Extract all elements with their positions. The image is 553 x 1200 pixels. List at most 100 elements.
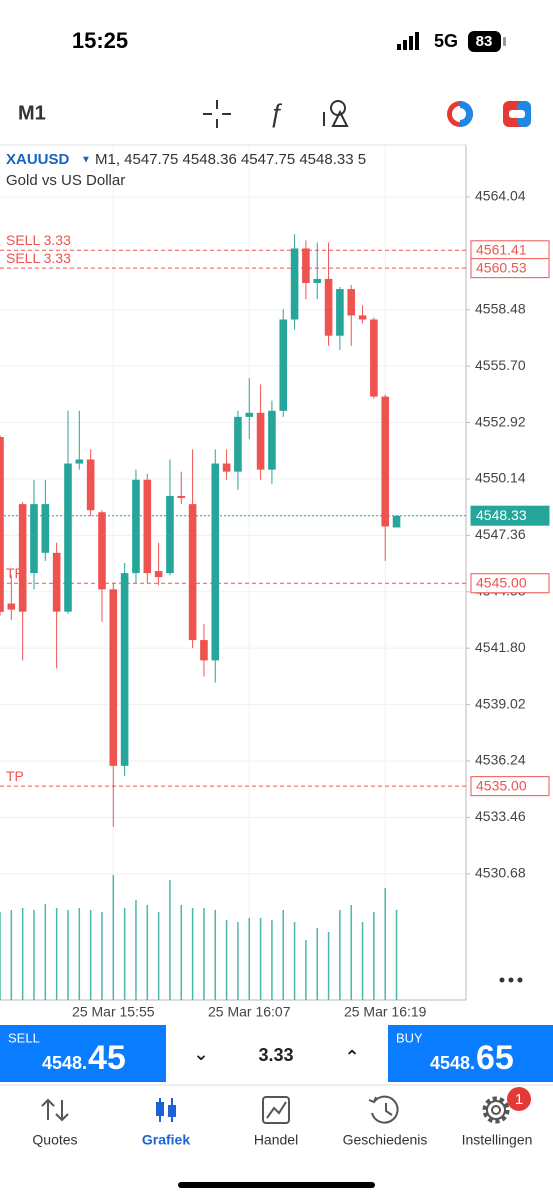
trade-tab-icon[interactable]	[262, 1096, 290, 1124]
status-network: 5G	[434, 31, 458, 51]
candle-body	[188, 504, 197, 641]
candle-body	[234, 416, 242, 472]
candle-body	[370, 319, 378, 397]
tab-label[interactable]: Geschiedenis	[343, 1132, 428, 1148]
chart-info: M1, 4547.75 4548.36 4547.75 4548.33 5	[95, 151, 366, 168]
candle-body	[336, 289, 344, 336]
candle-body	[211, 463, 220, 661]
candle-body	[245, 412, 254, 417]
timeframe[interactable]: M1	[18, 102, 46, 124]
signal-icon	[397, 32, 419, 50]
y-tick-label: 4564.04	[475, 188, 526, 204]
level-label-box	[470, 258, 550, 279]
battery-cap	[503, 37, 506, 46]
y-tick-label: 4547.36	[475, 526, 526, 542]
level-label-box	[470, 776, 550, 797]
sell-price-big: 45	[88, 1039, 126, 1077]
level-label: 4535.00	[476, 777, 527, 793]
y-tick-label: 4536.24	[475, 752, 526, 768]
chart-description: Gold vs US Dollar	[6, 172, 125, 189]
sell-label: SELL	[8, 1030, 40, 1045]
volume-value[interactable]: 3.33	[258, 1045, 293, 1065]
level-label: 4545.00	[476, 574, 527, 590]
tab-label[interactable]: Handel	[254, 1132, 298, 1148]
y-tick-label: 4533.46	[475, 808, 526, 824]
buy-label: BUY	[396, 1030, 423, 1045]
candle-body	[0, 436, 4, 612]
battery-level: 83	[476, 33, 493, 50]
candle-body	[18, 504, 27, 612]
tab-label[interactable]: Quotes	[32, 1132, 77, 1148]
level-tag: TP	[6, 768, 24, 784]
candle-body	[313, 278, 322, 283]
level-label: 4548.33	[476, 507, 527, 523]
level-tag: SELL 3.33	[6, 250, 71, 266]
level-label: 4561.41	[476, 242, 527, 258]
candle-body	[64, 463, 72, 612]
candle-body	[290, 248, 299, 320]
home-indicator	[178, 1182, 375, 1188]
candle-body	[132, 479, 140, 574]
candle-body	[30, 504, 38, 574]
chart-tab-icon[interactable]	[156, 1098, 176, 1122]
candle-body	[268, 410, 276, 470]
y-tick-label: 4541.80	[475, 639, 526, 655]
candle-body	[358, 315, 367, 320]
settings-badge: 1	[515, 1091, 523, 1108]
candle-body	[120, 573, 129, 766]
tab-label[interactable]: Grafiek	[142, 1132, 190, 1148]
candle-body	[200, 640, 208, 661]
candle-body	[154, 571, 163, 578]
candle-body	[347, 289, 356, 316]
y-tick-label: 4530.68	[475, 865, 526, 881]
sell-button[interactable]	[0, 1025, 166, 1082]
candle-body	[381, 396, 390, 527]
history-tab-icon[interactable]	[368, 1095, 399, 1124]
candle-body	[41, 504, 50, 553]
candle-body	[279, 319, 288, 411]
y-tick-label: 4539.02	[475, 695, 526, 711]
candle-body	[166, 496, 174, 574]
buy-price-small: 4548.	[430, 1053, 475, 1073]
volume-increase[interactable]: ⌃	[344, 1047, 359, 1067]
chart-symbol: XAUUSD	[6, 151, 70, 168]
settings-tab-icon[interactable]	[482, 1087, 531, 1124]
candle-body	[75, 459, 84, 464]
status-time: 15:25	[72, 28, 128, 53]
candle-body	[392, 515, 401, 528]
x-tick-label: 25 Mar 16:19	[344, 1004, 427, 1020]
sell-price-small: 4548.	[42, 1053, 87, 1073]
y-tick-label: 4550.14	[475, 470, 526, 486]
candle-body	[324, 278, 333, 336]
trade-icon[interactable]	[503, 101, 531, 127]
symbol-dropdown[interactable]: ▼	[81, 155, 91, 166]
objects-icon[interactable]	[323, 100, 349, 127]
y-tick-label: 4552.92	[475, 413, 526, 429]
quotes-icon[interactable]	[41, 1098, 69, 1122]
crosshair-icon[interactable]	[203, 100, 231, 128]
y-tick-label: 4555.70	[475, 357, 526, 373]
candle-body	[7, 603, 16, 610]
account-icon[interactable]	[447, 101, 473, 127]
indicators-icon[interactable]: ƒ	[269, 98, 283, 128]
y-tick-label: 4558.48	[475, 300, 526, 316]
level-tag: SELL 3.33	[6, 232, 71, 248]
x-tick-label: 25 Mar 16:07	[208, 1004, 291, 1020]
more-icon[interactable]	[499, 977, 523, 983]
candle-body	[256, 412, 265, 470]
candle-body	[109, 589, 118, 766]
candle-body	[302, 248, 310, 283]
buy-button[interactable]	[388, 1025, 553, 1082]
volume-decrease[interactable]: ⌄	[193, 1044, 208, 1064]
candle-body	[177, 496, 186, 499]
level-label-box	[470, 505, 550, 526]
x-tick-label: 25 Mar 15:55	[72, 1004, 155, 1020]
candle-body	[86, 459, 95, 511]
candle-body	[222, 463, 231, 472]
candle-body	[143, 479, 152, 574]
level-label: 4560.53	[476, 259, 527, 275]
tab-label[interactable]: Instellingen	[462, 1132, 533, 1148]
buy-price-big: 65	[476, 1039, 514, 1077]
